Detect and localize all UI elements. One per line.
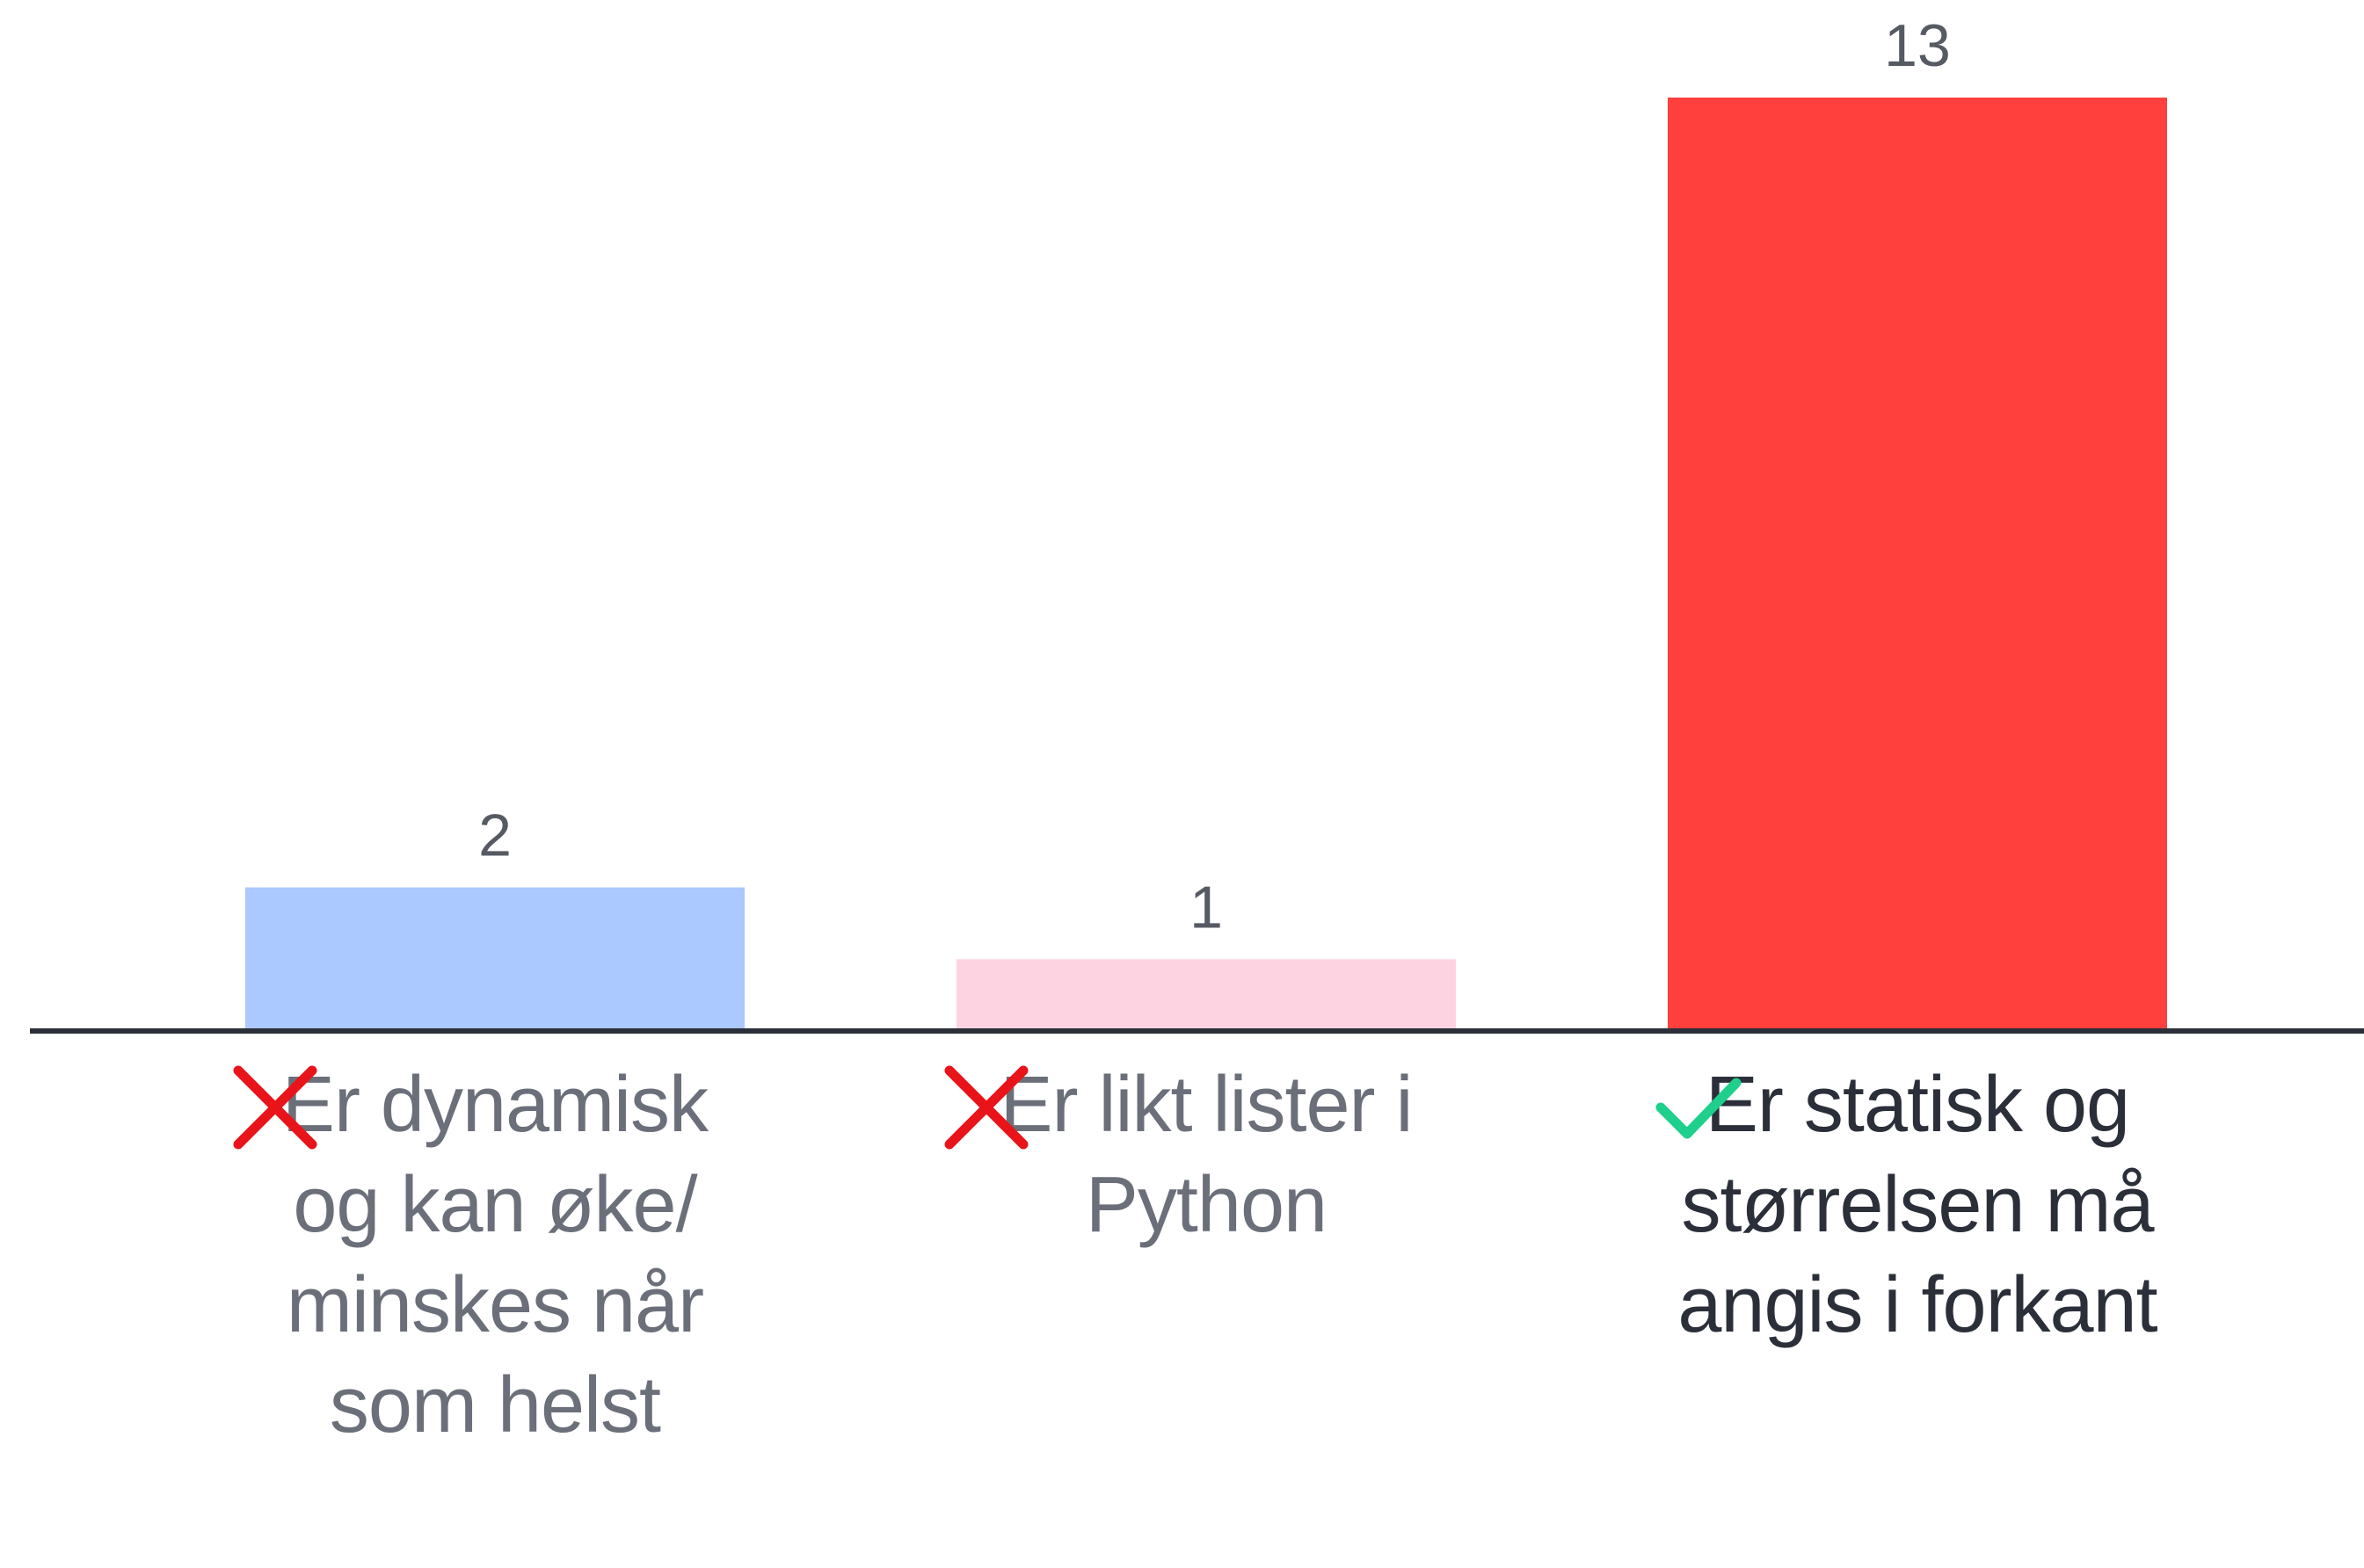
cross-path: [944, 1065, 1029, 1150]
category: Er statisk og størrelsen må angis i fork…: [1654, 1055, 2181, 1355]
category-label: Er statisk og størrelsen må angis i fork…: [1677, 1061, 2157, 1349]
value-label: 13: [1884, 12, 1951, 79]
bar: [245, 887, 745, 1031]
category: Er likt lister i Python: [942, 1055, 1470, 1255]
cross-icon: [944, 1065, 1029, 1150]
check-path: [1655, 1078, 1742, 1139]
cross-path: [233, 1065, 317, 1150]
bar: [1668, 98, 2167, 1031]
cross-icon: [233, 1065, 317, 1150]
value-label: 1: [1189, 874, 1223, 940]
category-label: Er dynamisk og kan øke/ minskes når som …: [281, 1061, 709, 1449]
category: Er dynamisk og kan øke/ minskes når som …: [231, 1055, 759, 1455]
category-label: Er likt lister i Python: [1000, 1061, 1413, 1249]
check-icon: [1655, 1078, 1742, 1139]
bar: [957, 959, 1456, 1031]
value-label: 2: [478, 802, 512, 869]
